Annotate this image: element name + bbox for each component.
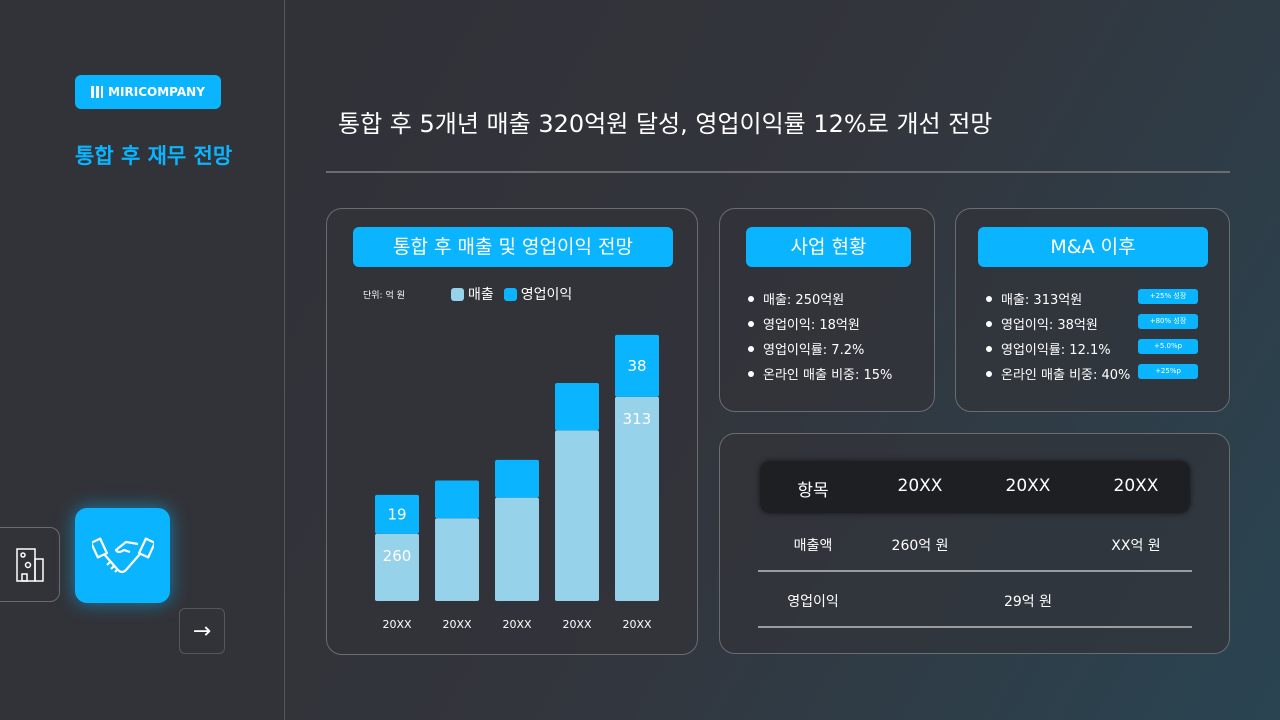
bar-profit — [495, 459, 539, 498]
header-cell: 20XX — [897, 476, 943, 496]
section-title: 통합 후 재무 전망 — [75, 144, 233, 168]
handshake-icon — [91, 537, 154, 573]
table-cell: 29억 원 — [1003, 594, 1053, 610]
divider — [326, 171, 1230, 173]
list-item: 온라인 매출 비중: 40% — [986, 361, 1130, 386]
legend-profit: 영업이익 — [520, 287, 573, 303]
logo-icon — [91, 86, 104, 98]
x-tick-label: 20XX — [442, 618, 472, 631]
growth-badge: +80% 성장 — [1138, 314, 1198, 329]
legend-swatch-profit — [503, 287, 517, 301]
data-label-revenue: 313 — [623, 410, 652, 428]
after-ma-card: M&A 이후 매출: 313억원 영업이익: 38억원 영업이익률: 12.1%… — [955, 208, 1230, 412]
after-ma-list: 매출: 313억원 영업이익: 38억원 영업이익률: 12.1% 온라인 매출… — [986, 286, 1130, 386]
building-button[interactable] — [0, 527, 60, 602]
handshake-button[interactable] — [75, 508, 170, 603]
sidebar: MIRICOMPANY 통합 후 재무 전망 — [0, 0, 285, 720]
bar-profit — [375, 494, 419, 534]
bar-profit — [435, 480, 479, 519]
x-tick-label: 20XX — [622, 618, 652, 631]
x-tick-label: 20XX — [502, 618, 532, 631]
table-cell: XX억 원 — [1111, 538, 1161, 554]
list-item: 영업이익률: 12.1% — [986, 336, 1130, 361]
list-item: 영업이익: 18억원 — [748, 311, 892, 336]
bar-chart: 260 19 20XX 20XX 20XX 20XX 313 38 20XX — [375, 334, 659, 631]
arrow-right-icon: → — [192, 618, 212, 644]
header-cell: 항목 — [797, 481, 829, 501]
current-status-list: 매출: 250억원 영업이익: 18억원 영업이익률: 7.2% 온라인 매출 … — [748, 286, 892, 386]
logo-text: MIRICOMPANY — [108, 85, 205, 99]
table-cell: 260억 원 — [891, 538, 949, 554]
legend: 매출 영업이익 — [451, 284, 572, 304]
x-tick-label: 20XX — [382, 618, 412, 631]
legend-revenue: 매출 — [468, 287, 494, 303]
building-icon — [16, 547, 44, 582]
x-tick-label: 20XX — [562, 618, 592, 631]
growth-badge: +5.0%p — [1138, 339, 1198, 354]
row-divider — [758, 626, 1192, 628]
list-item: 영업이익률: 7.2% — [748, 336, 892, 361]
header-cell: 20XX — [1005, 476, 1051, 496]
table-cell: 매출액 — [793, 538, 833, 554]
page-headline: 통합 후 5개년 매출 320억원 달성, 영업이익률 12%로 개선 전망 — [338, 110, 993, 138]
bar-profit — [555, 382, 599, 431]
current-status-title: 사업 현황 — [746, 227, 911, 267]
data-label-profit: 19 — [387, 505, 406, 523]
bar-revenue — [555, 430, 599, 601]
growth-badge: +25%p — [1138, 364, 1198, 379]
list-item: 매출: 313억원 — [986, 286, 1130, 311]
table-cell: 영업이익 — [787, 594, 839, 610]
bar-revenue — [495, 497, 539, 601]
chart-card: 통합 후 매출 및 영업이익 전망 단위: 억 원 매출 영업이익 260 19 2… — [326, 208, 698, 655]
legend-swatch-revenue — [451, 287, 464, 301]
bar-revenue — [615, 396, 659, 601]
chart-title: 통합 후 매출 및 영업이익 전망 — [353, 227, 673, 267]
list-item: 매출: 250억원 — [748, 286, 892, 311]
row-divider — [758, 570, 1192, 572]
next-button[interactable]: → — [179, 608, 225, 654]
growth-badge: +25% 성장 — [1138, 289, 1198, 304]
table-header: 항목 20XX 20XX 20XX — [760, 461, 1190, 513]
after-ma-title: M&A 이후 — [978, 227, 1208, 267]
data-label-profit: 38 — [627, 357, 646, 375]
current-status-card: 사업 현황 매출: 250억원 영업이익: 18억원 영업이익률: 7.2% 온… — [719, 208, 935, 412]
header-cell: 20XX — [1113, 476, 1159, 496]
unit-label: 단위: 억 원 — [363, 291, 405, 301]
list-item: 온라인 매출 비중: 15% — [748, 361, 892, 386]
financial-table: 항목 20XX 20XX 20XX 매출액 260억 원 XX억 원 영업이익 … — [719, 433, 1230, 654]
bar-revenue — [375, 533, 419, 601]
data-label-revenue: 260 — [383, 547, 412, 565]
bar-revenue — [435, 518, 479, 601]
company-logo: MIRICOMPANY — [75, 75, 221, 109]
list-item: 영업이익: 38억원 — [986, 311, 1130, 336]
bar-profit — [615, 334, 659, 397]
